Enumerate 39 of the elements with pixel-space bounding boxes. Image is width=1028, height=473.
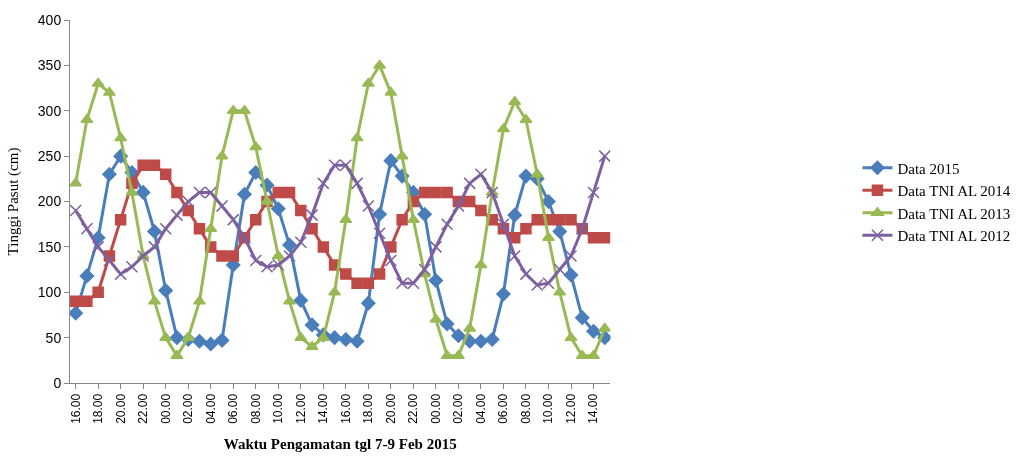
x-tick-label: 04.00 [203, 393, 218, 424]
legend-label: Data TNI AL 2012 [897, 228, 1011, 245]
x-tick-label: 20.00 [113, 393, 128, 424]
x-tick-label: 22.00 [406, 393, 421, 424]
x-tick-label: 22.00 [136, 393, 151, 424]
y-tick-label: 300 [37, 102, 62, 119]
x-tick-label: 02.00 [451, 393, 466, 424]
y-tick-label: 250 [37, 148, 62, 165]
x-tick-label: 00.00 [428, 393, 443, 424]
x-tick-label: 12.00 [293, 393, 308, 424]
x-tick-label: 02.00 [181, 393, 196, 424]
x-axis-title: Waktu Pengamatan tgl 7-9 Feb 2015 [223, 435, 457, 452]
x-tick-label: 06.00 [496, 393, 511, 424]
x-tick-label: 16.00 [338, 393, 353, 424]
y-tick-label: 50 [45, 329, 62, 346]
x-tick-label: 18.00 [91, 393, 106, 424]
x-tick-label: 18.00 [361, 393, 376, 424]
x-tick-label: 12.00 [563, 393, 578, 424]
x-tick-label: 00.00 [158, 393, 173, 424]
legend-label: Data TNI AL 2013 [897, 205, 1011, 222]
y-axis-title: Tinggi Pasut (cm) [5, 147, 23, 256]
y-tick-label: 150 [37, 238, 62, 255]
x-tick-label: 16.00 [68, 393, 83, 424]
legend-label: Data TNI AL 2014 [897, 183, 1011, 200]
y-tick-label: 350 [37, 57, 62, 74]
legend-label: Data 2015 [897, 160, 960, 177]
x-tick-label: 08.00 [518, 393, 533, 424]
x-tick-label: 06.00 [226, 393, 241, 424]
x-tick-label: 04.00 [473, 393, 488, 424]
y-tick-label: 0 [53, 374, 62, 391]
y-tick-label: 100 [37, 284, 62, 301]
x-tick-label: 08.00 [248, 393, 263, 424]
x-tick-label: 14.00 [316, 393, 331, 424]
y-tick-label: 400 [37, 11, 62, 28]
x-tick-label: 10.00 [541, 393, 556, 424]
y-tick-label: 200 [37, 193, 62, 210]
x-tick-label: 14.00 [586, 393, 601, 424]
x-tick-label: 10.00 [271, 393, 286, 424]
x-tick-label: 20.00 [383, 393, 398, 424]
